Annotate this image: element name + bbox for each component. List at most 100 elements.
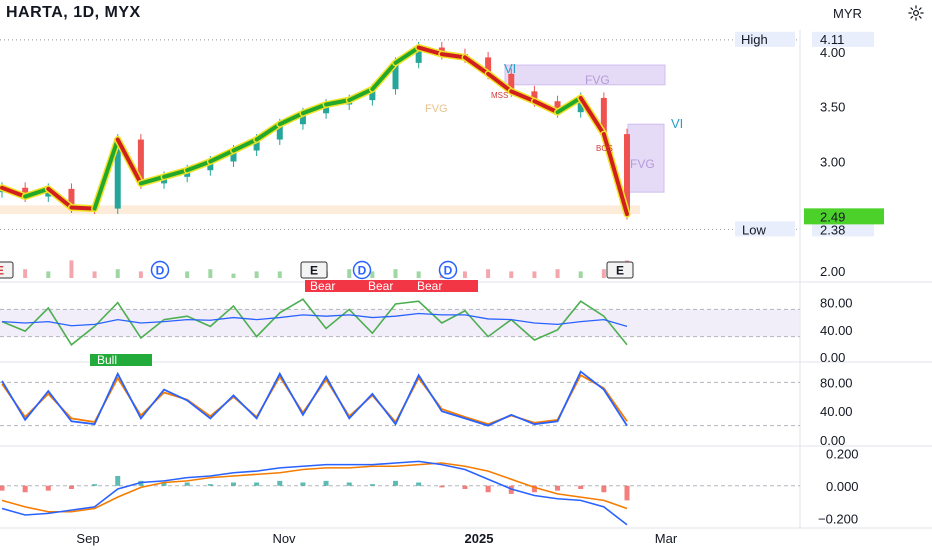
candle-body xyxy=(485,57,492,74)
bear-badge: Bear xyxy=(368,279,393,293)
macd-histogram-bar xyxy=(300,482,306,486)
macd-histogram-bar xyxy=(92,484,98,486)
vi-label: VI xyxy=(504,61,516,76)
candle-body xyxy=(68,188,75,208)
macd-histogram-bar xyxy=(22,485,28,493)
bear-badge-bg xyxy=(305,280,371,292)
stoch-axis-tick: 80.00 xyxy=(820,375,853,390)
trend-line-segment xyxy=(277,111,305,127)
macd-histogram-bar xyxy=(531,485,537,493)
macd-histogram-bar xyxy=(207,484,213,486)
macd-line xyxy=(1,460,628,526)
low-label-bg xyxy=(735,221,795,237)
trend-line-segment xyxy=(115,137,143,186)
event-marker-label: D xyxy=(444,264,453,278)
trend-line-segment xyxy=(370,60,398,92)
rsi-axis-tick: 40.00 xyxy=(820,323,853,338)
trend-line-segment xyxy=(23,186,51,199)
trend-line-segment xyxy=(462,55,491,76)
trend-line-segment xyxy=(347,87,375,103)
candle-body xyxy=(323,104,330,114)
bear-badge: Bear xyxy=(417,279,442,293)
candle-body xyxy=(137,139,144,184)
macd-histogram-bar xyxy=(485,485,491,493)
trend-line-segment xyxy=(138,174,167,186)
candle-body xyxy=(369,89,376,101)
volume-bar xyxy=(370,271,375,278)
time-axis-tick: Sep xyxy=(76,531,99,546)
trend-line-segment xyxy=(231,137,259,153)
macd-histogram-bar xyxy=(184,482,190,486)
stoch-k-line xyxy=(1,370,628,427)
volume-bar xyxy=(208,269,213,278)
volume-bar xyxy=(532,271,537,278)
event-marker-label: E xyxy=(0,264,4,278)
bos-label: BOS xyxy=(596,144,613,153)
trend-line-segment xyxy=(69,205,97,211)
fvg-label: FVG xyxy=(425,103,448,115)
rsi-axis-tick: 0.00 xyxy=(820,350,845,365)
event-marker-box xyxy=(606,261,634,279)
high-label-bg xyxy=(735,31,795,47)
candle-body xyxy=(600,97,607,135)
macd-axis-tick: −0.200 xyxy=(818,511,858,526)
candle-body xyxy=(624,134,630,215)
rsi-ma-line xyxy=(1,312,628,328)
macd-histogram-bar xyxy=(555,485,561,491)
macd-histogram-bar xyxy=(161,482,167,486)
event-marker-label: E xyxy=(616,264,624,278)
candle-body xyxy=(508,73,515,92)
last-price-bg xyxy=(804,208,884,225)
candle-body xyxy=(114,139,121,209)
high-label: High xyxy=(741,32,768,47)
event-marker-circle xyxy=(150,260,170,280)
volume-bar xyxy=(393,269,398,278)
trend-line-segment xyxy=(393,45,421,65)
volume-bar xyxy=(138,271,143,278)
low-label: Low xyxy=(742,222,766,237)
candle-body xyxy=(577,97,584,113)
macd-histogram-bar xyxy=(115,476,121,486)
candle-body xyxy=(392,62,399,90)
candle-body xyxy=(415,47,422,63)
candle-body xyxy=(207,161,214,171)
macd-histogram-bar xyxy=(624,485,630,501)
bear-badge: Bear xyxy=(310,279,335,293)
time-axis-tick: Mar xyxy=(655,531,678,546)
volume-bar xyxy=(462,271,467,278)
macd-histogram-bar xyxy=(68,485,74,489)
trend-line-segment xyxy=(578,95,606,137)
fvg-box-upper xyxy=(504,64,666,86)
volume-bar xyxy=(578,271,583,278)
trend-line-segment xyxy=(92,137,120,211)
candle-body xyxy=(531,91,538,102)
trend-line-segment xyxy=(601,132,629,217)
volume-bar xyxy=(486,269,491,278)
event-marker-box xyxy=(300,261,328,279)
fvg-label: FVG xyxy=(585,73,610,87)
trend-line-segment xyxy=(555,95,583,115)
support-zone xyxy=(0,205,640,215)
vi-label: VI xyxy=(671,116,683,131)
volume-bar xyxy=(23,269,28,278)
macd-histogram-bar xyxy=(346,482,352,486)
price-axis-tick: 3.50 xyxy=(820,100,845,115)
volume-bar xyxy=(92,271,97,278)
candle-body xyxy=(230,150,237,162)
candle-body xyxy=(253,139,260,151)
fvg-box-lower xyxy=(627,123,665,193)
gear-icon[interactable] xyxy=(907,4,925,22)
chart-title: HARTA, 1D, MYX xyxy=(6,4,141,21)
macd-axis-tick: 0.200 xyxy=(826,446,859,461)
trend-line-segment xyxy=(208,148,236,164)
volume-bar xyxy=(115,269,120,278)
event-marker-label: D xyxy=(358,264,367,278)
trend-line-segment xyxy=(46,186,74,210)
trend-line-segment xyxy=(300,102,329,116)
trend-line-segment xyxy=(486,71,514,94)
bull-badge: Bull xyxy=(97,353,117,367)
event-marker-box xyxy=(0,261,14,279)
price-axis-tick: 3.00 xyxy=(820,154,845,169)
trend-line-segment xyxy=(185,159,213,173)
